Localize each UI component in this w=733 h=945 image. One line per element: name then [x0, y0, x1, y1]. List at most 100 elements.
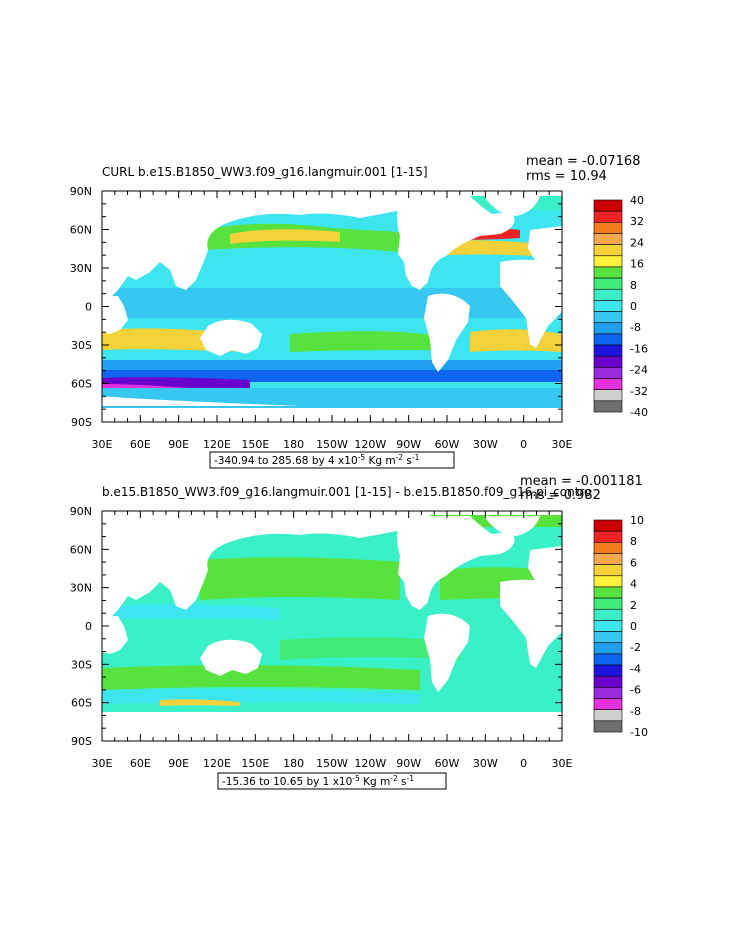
- y-tick-label: 0: [85, 301, 92, 314]
- land-south-america: [424, 613, 470, 692]
- colorbar-label: 6: [630, 556, 637, 569]
- chart-title: b.e15.B1850_WW3.f09_g16.langmuir.001 [1-…: [102, 485, 591, 499]
- colorbar-box: [593, 244, 623, 257]
- colorbar-box: [593, 564, 623, 577]
- colorbar-box: [593, 620, 623, 632]
- x-tick-label: 150W: [316, 438, 348, 451]
- colorbar-box: [593, 519, 623, 532]
- colorbar-box: [593, 255, 623, 268]
- land-antarctica: [102, 712, 562, 741]
- ocean-band-spac: [280, 637, 460, 660]
- colorbar-label: -10: [630, 726, 648, 739]
- x-tick-label: 30E: [92, 757, 113, 770]
- land-eurasia: [102, 191, 430, 296]
- land-north-america: [397, 516, 515, 610]
- colorbar-label: 8: [630, 279, 637, 292]
- y-tick-label: 90N: [70, 185, 92, 198]
- panel-1: b.e15.B1850_WW3.f09_g16.langmuir.001 [1-…: [70, 474, 648, 790]
- x-tick-label: 60E: [130, 757, 151, 770]
- x-tick-label: 30E: [92, 438, 113, 451]
- colorbar-box: [593, 300, 623, 312]
- ocean-band-npac: [200, 557, 400, 600]
- colorbar-box: [593, 597, 623, 610]
- x-tick-label: 0: [520, 438, 527, 451]
- land-antarctica: [102, 408, 562, 422]
- colorbar: [593, 199, 623, 413]
- colorbar-label: 10: [630, 514, 644, 527]
- colorbar-label: -24: [630, 364, 648, 377]
- land-eurasia: [102, 511, 430, 616]
- colorbar-box: [593, 687, 623, 699]
- colorbar-box: [593, 355, 623, 368]
- y-tick-label: 30N: [70, 582, 92, 595]
- land: [102, 511, 562, 741]
- colorbar-label: 8: [630, 535, 637, 548]
- colorbar-box: [593, 664, 623, 677]
- colorbar-box: [593, 542, 623, 554]
- ocean-band-satl: [470, 329, 562, 352]
- x-tick-labels: 30E 60E 90E 120E 150E 180 150W 120W 90W 60W 30W 0 30…: [92, 438, 573, 451]
- colorbar-box: [593, 698, 623, 710]
- y-tick-labels: 90N 60N 30N 0 30S 60S 90S: [70, 505, 92, 748]
- colorbar-box: [593, 210, 623, 223]
- colorbar-box: [593, 653, 623, 666]
- x-tick-label: 150E: [241, 438, 269, 451]
- y-tick-label: 90S: [71, 735, 92, 748]
- chart-title: CURL b.e15.B1850_WW3.f09_g16.langmuir.00…: [102, 165, 428, 179]
- x-tick-label: 180: [283, 438, 304, 451]
- x-tick-label: 30W: [473, 757, 498, 770]
- y-tick-label: 60S: [71, 378, 92, 391]
- land-greenland: [484, 516, 540, 536]
- land-europe: [528, 226, 562, 268]
- y-tick-label: 90N: [70, 505, 92, 518]
- land-greenland: [484, 196, 540, 216]
- x-tick-label: 120E: [203, 438, 231, 451]
- colorbar-box: [593, 631, 623, 644]
- colorbar-box: [593, 333, 623, 346]
- colorbar-label: 16: [630, 258, 644, 271]
- colorbar-label: -16: [630, 342, 648, 355]
- land-africa-west: [500, 579, 562, 668]
- range-label: -15.36 to 10.65 by 1 x10-5 Kg m-2 s-1: [222, 774, 414, 788]
- colorbar-label: -4: [630, 662, 641, 675]
- colorbar-labels: 10 8 6 4 2 0 -2 -4 -6 -8 -10: [630, 514, 648, 739]
- ocean-band-so1: [102, 360, 562, 370]
- colorbar-label: -6: [630, 684, 641, 697]
- x-tick-label: 90E: [168, 438, 189, 451]
- colorbar-box: [593, 222, 623, 234]
- x-tick-label: 30E: [552, 438, 573, 451]
- ocean-band-io: [102, 603, 280, 620]
- colorbar-labels: 40 32 24 16 8 0 -8 -16 -24 -32 -40: [630, 194, 648, 419]
- colorbar-label: -8: [630, 705, 641, 718]
- x-tick-label: 150W: [316, 757, 348, 770]
- range-box-frame: [217, 772, 447, 790]
- colorbar-box: [593, 608, 623, 621]
- land-africa-east: [102, 296, 128, 334]
- y-tick-label: 60N: [70, 224, 92, 237]
- x-tick-label: 90W: [396, 438, 421, 451]
- x-tick-label: 180: [283, 757, 304, 770]
- land-south-america: [424, 293, 470, 372]
- land-australia: [200, 319, 262, 356]
- colorbar-box: [593, 277, 623, 290]
- colorbar-box: [593, 553, 623, 565]
- x-tick-labels: 30E 60E 90E 120E 150E 180 150W 120W 90W 60W 30W 0 30…: [92, 757, 573, 770]
- x-tick-label: 30W: [473, 438, 498, 451]
- x-tick-label: 60E: [130, 438, 151, 451]
- y-tick-label: 60N: [70, 543, 92, 556]
- colorbar-box: [593, 389, 623, 402]
- colorbar-box: [593, 400, 623, 413]
- ocean-band-so1: [102, 665, 420, 690]
- y-tick-label: 0: [85, 620, 92, 633]
- x-tick-label: 60W: [435, 757, 460, 770]
- colorbar: [593, 519, 623, 733]
- ocean-band-so-yellow: [160, 699, 240, 706]
- map-plot: 30E 60E 90E 120E 150E 180 150W 120W 90W 60W 30W 0 30…: [70, 505, 573, 770]
- x-tick-label: 120W: [354, 438, 386, 451]
- map-plot: 30E 60E 90E 120E 150E 180 150W 120W 90W 60W 30W 0 30…: [70, 185, 573, 451]
- x-tick-label: 90W: [396, 757, 421, 770]
- colorbar-label: 4: [630, 578, 637, 591]
- mean-label: mean = -0.07168: [526, 154, 640, 169]
- colorbar-label: 24: [630, 236, 644, 249]
- mean-label: mean = -0.001181: [520, 474, 643, 489]
